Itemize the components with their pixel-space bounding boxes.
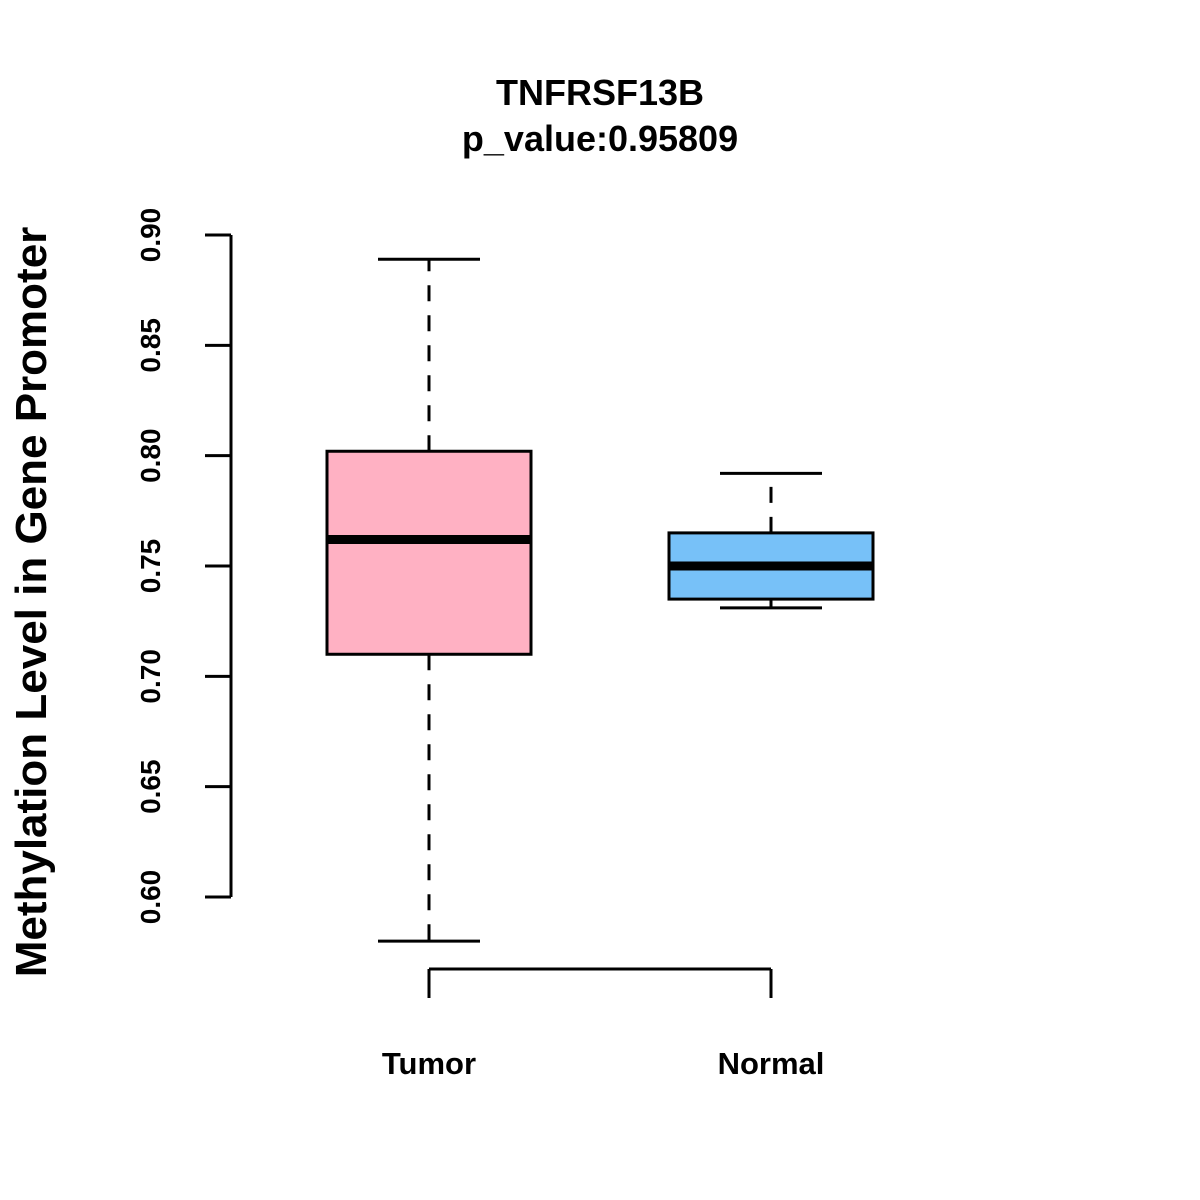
x-tick-label: Tumor — [382, 1046, 476, 1081]
y-axis-label: Methylation Level in Gene Promoter — [7, 227, 56, 978]
iqr-box — [325, 449, 533, 656]
boxes — [325, 257, 875, 943]
y-tick-label: 0.65 — [135, 759, 166, 814]
y-axis: 0.60 0.65 0.70 0.75 0.80 0.85 0.90 — [135, 208, 233, 925]
y-tick-label: 0.70 — [135, 649, 166, 704]
box-normal — [667, 471, 875, 610]
y-tick-label: 0.85 — [135, 318, 166, 373]
x-axis: Tumor Normal — [382, 967, 825, 1081]
y-tick-label: 0.90 — [135, 208, 166, 263]
chart-title: TNFRSF13B — [496, 72, 704, 113]
y-tick-label: 0.75 — [135, 539, 166, 594]
y-tick-label: 0.80 — [135, 428, 166, 483]
chart-subtitle: p_value:0.95809 — [462, 118, 738, 159]
x-tick-label: Normal — [718, 1046, 825, 1081]
y-tick-label: 0.60 — [135, 870, 166, 925]
box-tumor — [325, 257, 533, 943]
